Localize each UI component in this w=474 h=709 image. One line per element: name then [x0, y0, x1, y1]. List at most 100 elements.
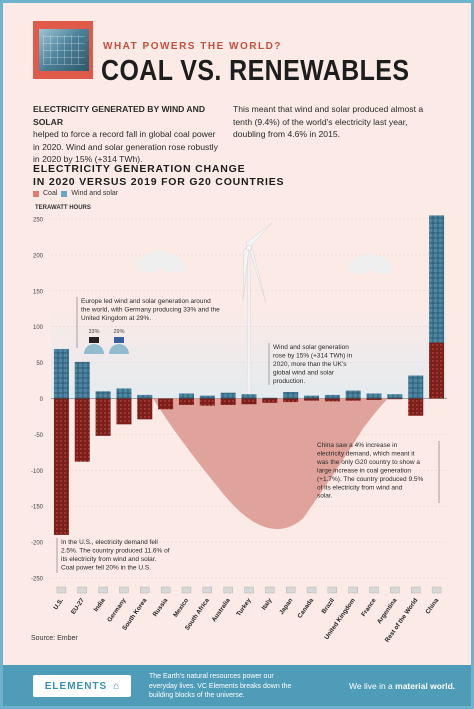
bar-wind-solar — [324, 394, 340, 399]
cloud-right — [347, 253, 393, 274]
turbine-blade-icon — [245, 222, 273, 249]
bar-coal — [74, 398, 90, 462]
turbine-blade-icon — [248, 247, 267, 304]
flag-icon — [77, 586, 87, 594]
flag-icon — [265, 586, 275, 594]
bar-wind-solar — [53, 348, 69, 399]
x-tick-label: China — [424, 597, 440, 616]
y-tick-label: -150 — [31, 505, 44, 511]
bar-wind-solar — [304, 395, 320, 399]
brand-icon: ⌂ — [113, 680, 120, 692]
x-tick-label: Mexico — [172, 597, 190, 619]
bar-coal — [95, 398, 111, 436]
solar-panel-icon — [39, 29, 89, 71]
bar-wind-solar — [220, 392, 236, 399]
source-note: Source: Ember — [31, 635, 78, 642]
y-tick-label: 100 — [33, 325, 44, 331]
annotation-uk-pct: 29% — [113, 329, 124, 335]
chart-canvas: -250 -200 -150 -100 -50 0 50 100 150 200 250 U.S. EU… — [31, 215, 447, 644]
annotation-china: China saw a 4% increase in electricity de… — [316, 442, 424, 500]
germany-flag-icon — [89, 337, 99, 343]
flag-icon — [348, 586, 358, 594]
x-tick-label: Russia — [152, 597, 170, 618]
flag-icon — [306, 586, 317, 594]
bar-wind-solar — [387, 394, 403, 399]
tagline-prefix: We live in a — [349, 681, 396, 691]
y-tick-label: 250 — [33, 218, 44, 224]
intro-left: ELECTRICITY GENERATED BY WIND AND SOLAR … — [33, 103, 223, 166]
bar-coal — [220, 398, 236, 405]
turbine-tower-icon — [246, 247, 252, 396]
bar-coal — [345, 398, 361, 401]
bar-wind-solar — [241, 394, 257, 399]
flag-icon — [140, 586, 150, 594]
flag-icon — [202, 586, 212, 594]
bar-coal — [324, 398, 340, 402]
intro-right: This meant that wind and solar produced … — [233, 104, 424, 139]
bar-coal — [199, 398, 215, 406]
x-tick-label: Turkey — [235, 597, 253, 618]
tagline-bold: material world. — [395, 681, 456, 691]
bar-coal — [158, 398, 174, 410]
y-tick-label: -250 — [31, 577, 44, 583]
solar-panel-logo — [33, 21, 93, 79]
flag-icon — [56, 586, 67, 594]
y-tick-label: -200 — [31, 541, 44, 547]
bar-wind-solar — [262, 397, 278, 399]
flag-icon — [286, 586, 296, 594]
x-tick-label: Argentina — [376, 597, 399, 625]
bar-coal — [304, 398, 320, 401]
cloud-left — [135, 249, 187, 273]
x-tick-label: U.S. — [52, 597, 65, 611]
tagline: We live in a material world. — [349, 681, 455, 691]
bar-coal — [408, 398, 424, 416]
annotation-germany-pct: 33% — [88, 329, 99, 335]
bar-wind-solar — [199, 395, 215, 399]
intro-left-body: helped to force a record fall in global … — [33, 129, 218, 164]
germany-share-icon — [84, 344, 104, 354]
legend-swatch-wind-solar — [61, 190, 68, 197]
bar-wind-solar — [178, 393, 194, 399]
bar-wind-solar — [95, 391, 111, 399]
y-tick-label: 50 — [36, 361, 43, 367]
x-tick-label: EU-27 — [70, 597, 86, 616]
bar-wind-solar — [366, 393, 382, 399]
flag-icon — [98, 586, 108, 594]
bar-wind-solar — [429, 215, 445, 343]
flag-icon — [431, 586, 442, 594]
annotation-us: In the U.S., electricity demand fell 2.5%… — [61, 539, 170, 571]
coal-mound — [153, 398, 388, 530]
flag-icon — [411, 586, 421, 594]
bar-wind-solar — [74, 361, 90, 399]
legend: Coal Wind and solar — [33, 190, 118, 197]
annotation-global: Wind and solar generation rose by 15% (+3… — [273, 344, 353, 385]
flag-icon — [327, 586, 338, 594]
y-tick-label: -50 — [34, 433, 43, 439]
bar-wind-solar — [283, 392, 299, 399]
bar-coal — [387, 398, 403, 400]
x-tick-label: Italy — [261, 597, 274, 612]
y-tick-label: 0 — [40, 397, 44, 403]
bar-coal — [262, 398, 278, 403]
x-tick-label: Japan — [278, 597, 294, 616]
y-axis-unit: TERAWATT HOURS — [35, 205, 91, 211]
x-tick-label: France — [360, 597, 378, 618]
footer: ELEMENTS ⌂ The Earth's natural resources… — [3, 665, 471, 706]
annotation-europe: Europe led wind and solar generation aro… — [81, 298, 220, 322]
bar-coal — [366, 398, 382, 400]
bar-coal — [116, 398, 132, 425]
chart-title: ELECTRICITY GENERATION CHANGE IN 2020 VE… — [33, 163, 333, 189]
x-tick-label: Germany — [106, 597, 128, 624]
y-tick-label: -100 — [31, 469, 44, 475]
flag-icon — [244, 586, 254, 594]
bar-coal — [241, 398, 257, 405]
bar-wind-solar — [345, 390, 361, 399]
flag-icon — [160, 586, 171, 594]
uk-share-icon — [109, 344, 129, 354]
bar-wind-solar — [408, 375, 424, 399]
uk-flag-icon — [114, 337, 124, 343]
brand-name: ELEMENTS — [44, 680, 108, 692]
legend-swatch-coal — [33, 190, 39, 197]
legend-label-coal: Coal — [43, 190, 58, 197]
